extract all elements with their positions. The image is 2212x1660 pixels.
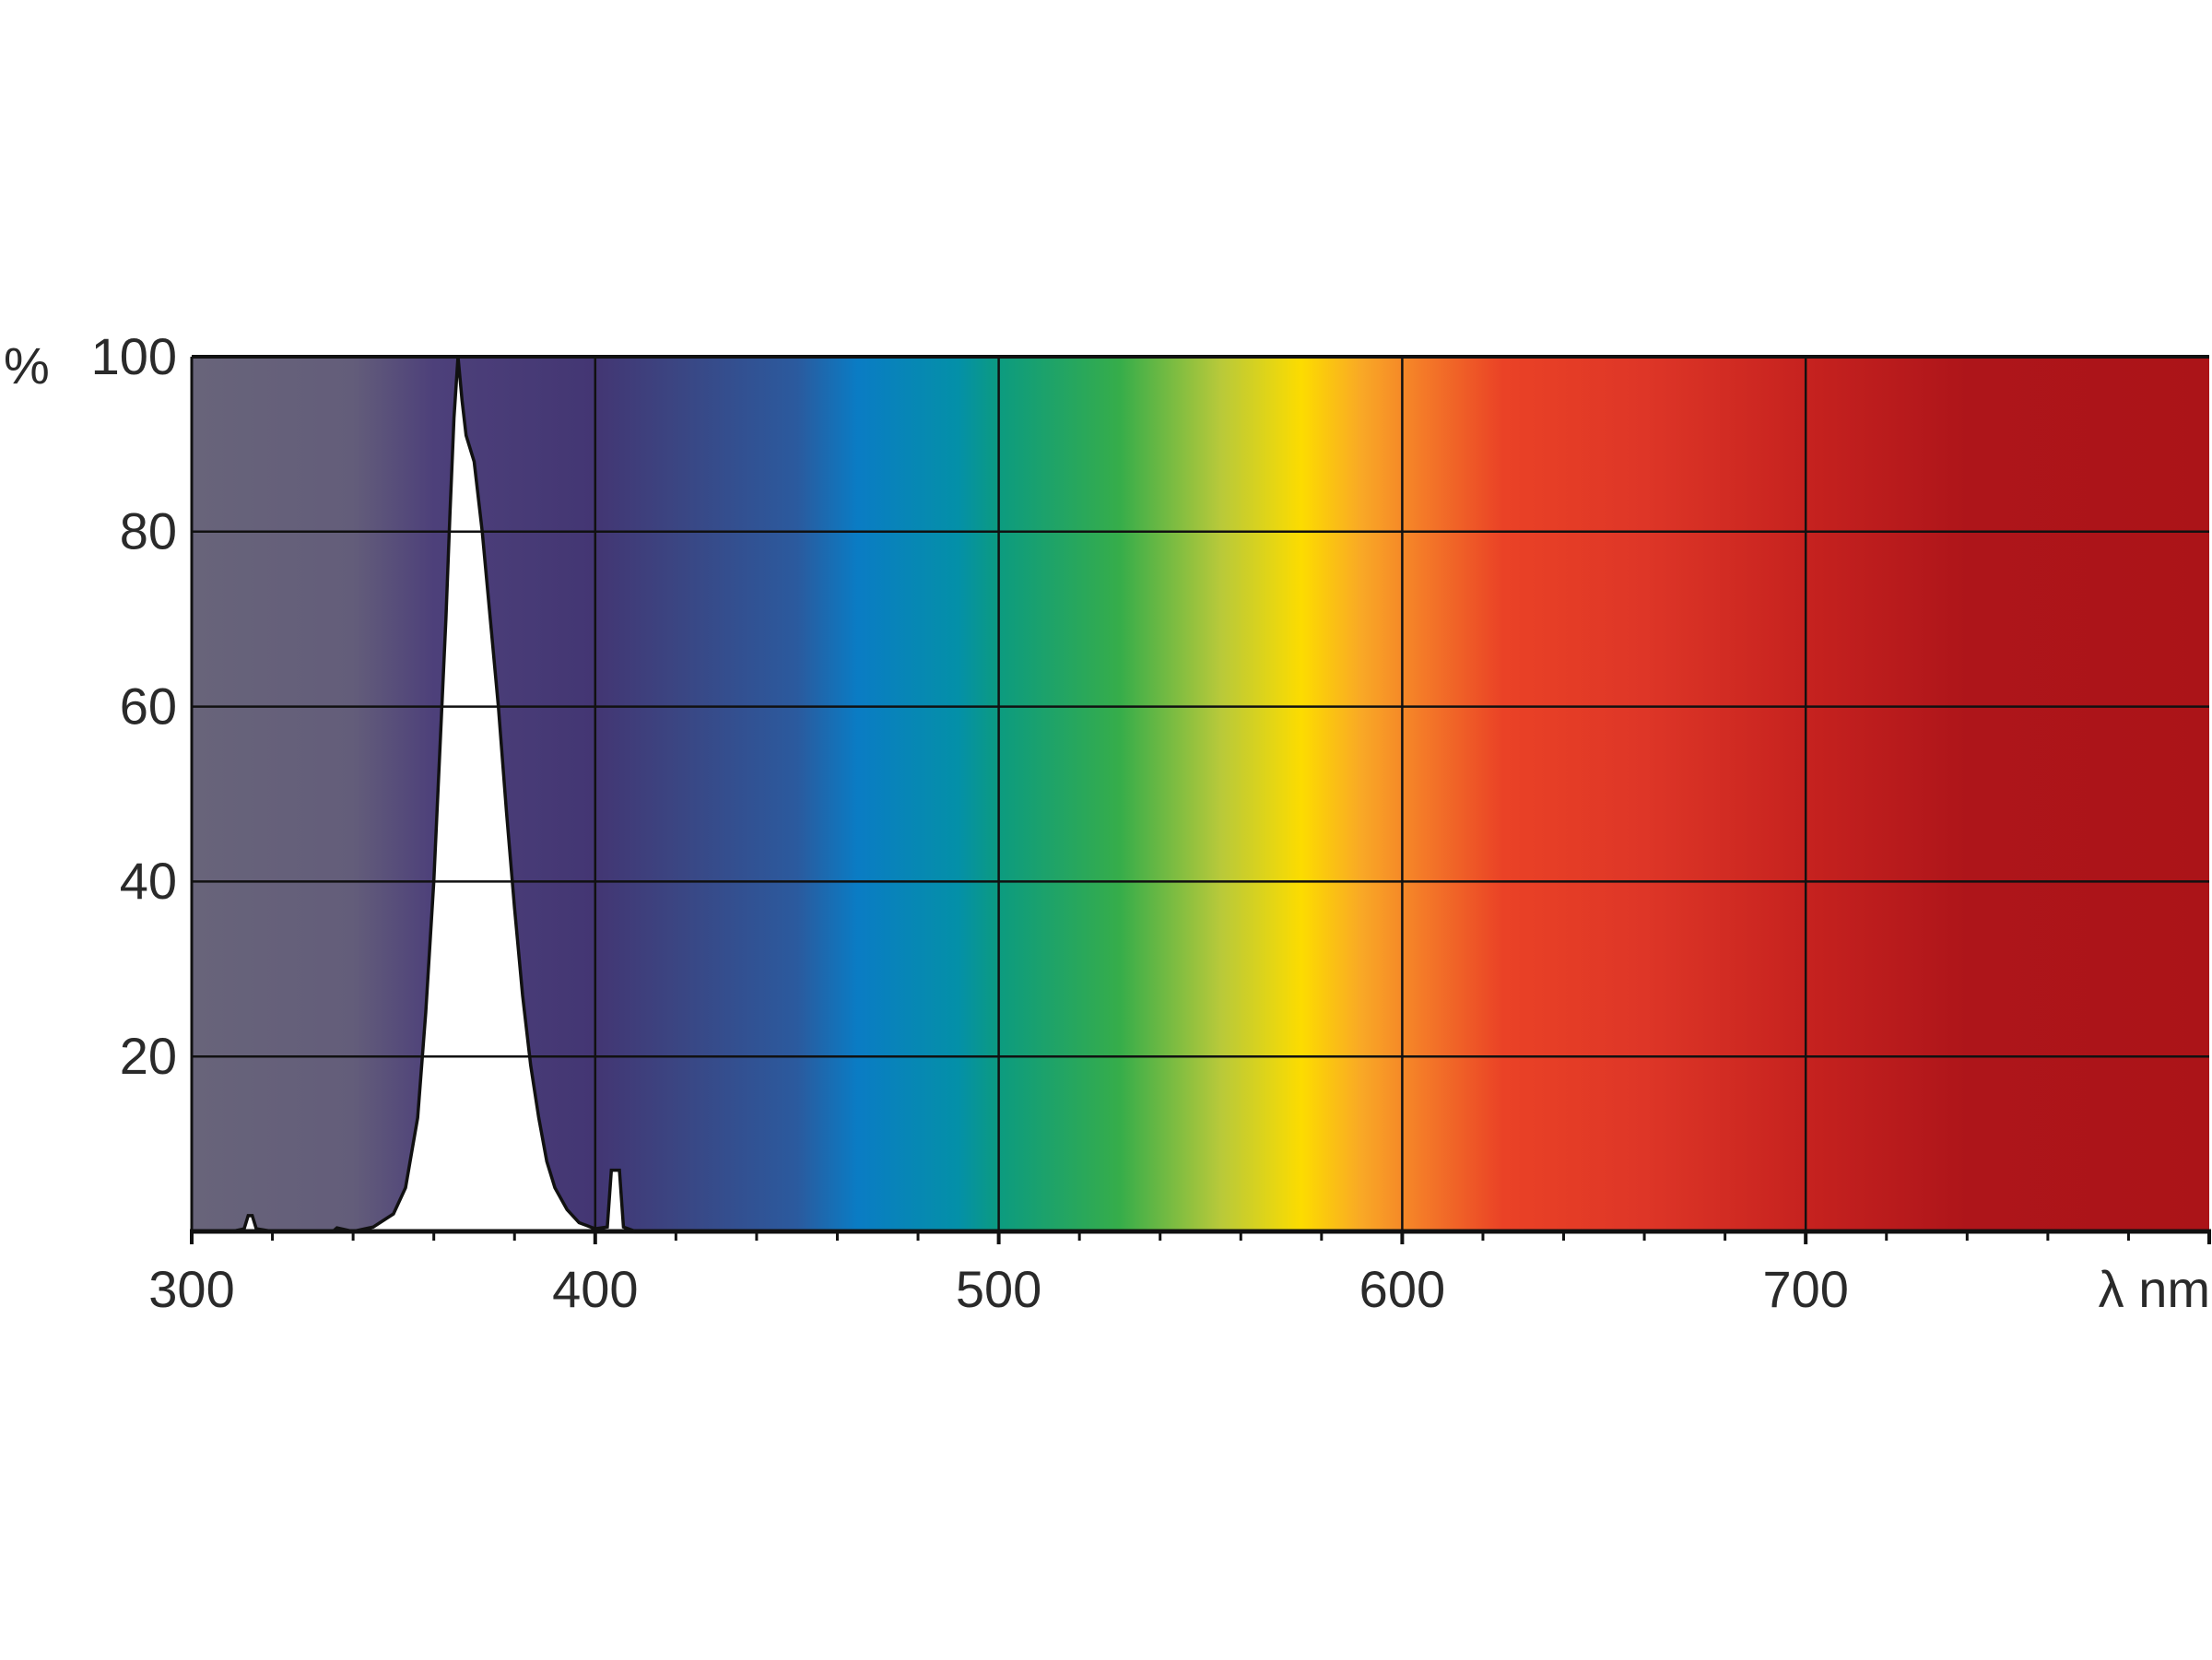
x-tick-label: 600 bbox=[1359, 1260, 1445, 1318]
x-tick-label: 700 bbox=[1762, 1260, 1848, 1318]
y-tick-label: 100 bbox=[91, 327, 177, 385]
y-tick-label: 60 bbox=[120, 677, 177, 735]
x-axis-label: λ nm bbox=[2099, 1260, 2210, 1318]
x-tick-label: 300 bbox=[148, 1260, 234, 1318]
x-tick-label: 400 bbox=[552, 1260, 638, 1318]
spectrum-line bbox=[192, 356, 2209, 1233]
y-tick-label: 80 bbox=[120, 502, 177, 560]
x-tick-label: 500 bbox=[956, 1260, 1041, 1318]
y-axis-label: % bbox=[4, 336, 50, 394]
y-tick-label: 40 bbox=[120, 852, 177, 910]
y-tick-label: 20 bbox=[120, 1027, 177, 1085]
